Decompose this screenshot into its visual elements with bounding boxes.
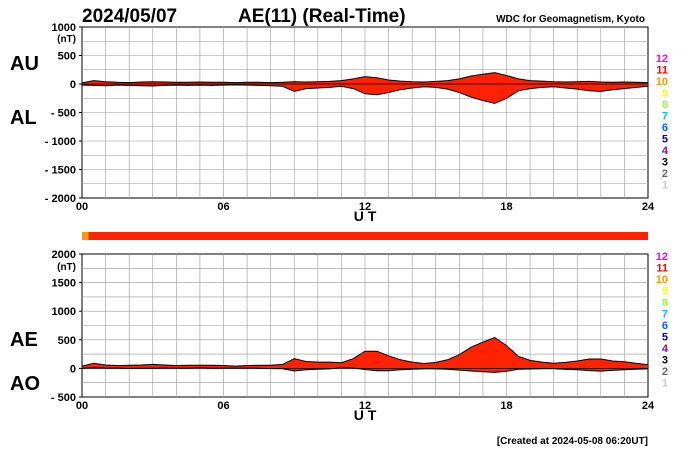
au-al-y-tick-label: 500 — [58, 51, 76, 63]
station-count-label: 3 — [662, 355, 668, 367]
station-count-label: 6 — [662, 320, 668, 332]
au-label: AU — [10, 53, 39, 75]
al-label: AL — [10, 107, 37, 129]
ae-ao-x-tick-label: 06 — [217, 400, 229, 412]
ae-ao-x-tick-label: 24 — [642, 400, 655, 412]
station-count-label: 6 — [662, 122, 668, 134]
ae-ao-y-tick-label: 0 — [70, 363, 76, 375]
au-al-y-tick-label: - 500 — [51, 108, 76, 120]
station-count-label: 2 — [662, 366, 668, 378]
ae-ao-y-tick-label: 1500 — [52, 278, 76, 290]
ae-ao-fill — [82, 337, 648, 373]
station-count-label: 1 — [662, 378, 668, 390]
station-count-label: 4 — [662, 145, 669, 157]
station-count-label: 7 — [662, 309, 668, 321]
ae-ao-y-tick-label: 500 — [58, 335, 76, 347]
au-al-x-label: U T — [354, 208, 377, 224]
ae-label: AE — [10, 329, 38, 351]
ae-ao-x-label: U T — [354, 407, 377, 423]
ae-ao-x-tick-label: 12 — [359, 400, 371, 412]
station-count-label: 8 — [662, 297, 668, 309]
station-count-label: 4 — [662, 343, 669, 355]
au-al-y-tick-label: - 2000 — [45, 193, 76, 205]
station-count-label: 8 — [662, 99, 668, 111]
ae-ao-x-tick-label: 00 — [76, 400, 88, 412]
station-count-label: 2 — [662, 168, 668, 180]
station-count-label: 12 — [656, 53, 668, 65]
ao-label: AO — [10, 373, 40, 395]
au-al-x-tick-label: 18 — [500, 201, 512, 213]
status-bar-segment-main — [88, 232, 649, 240]
series-line-ae — [81, 336, 649, 367]
au-al-area — [81, 72, 649, 104]
status-bar-segment-start — [82, 232, 89, 240]
station-count-label: 5 — [662, 332, 668, 344]
au-al-y-ticks: 1000 500 0 - 500 - 1000 - 1500 - 2000 — [45, 22, 82, 205]
au-al-y-tick-label: - 1500 — [45, 165, 76, 177]
station-count-label: 5 — [662, 134, 668, 146]
ae-ao-x-ticks: 00 06 12 18 24 — [76, 400, 655, 412]
au-al-x-tick-label: 24 — [642, 201, 655, 213]
au-al-x-ticks: 00 06 12 18 24 — [76, 201, 655, 213]
station-count-label: 3 — [662, 157, 668, 169]
ae-ao-y-tick-label: - 500 — [51, 392, 76, 404]
station-count-label: 1 — [662, 180, 668, 192]
created-timestamp: [Created at 2024-05-08 06:20UT] — [497, 436, 648, 447]
au-al-y-tick-label: - 1000 — [45, 136, 76, 148]
station-count-label: 11 — [656, 263, 668, 275]
source-label: WDC for Geomagnetism, Kyoto — [496, 14, 645, 25]
station-count-label: 9 — [662, 88, 668, 100]
ae-ao-y-tick-label: 2000 — [52, 249, 76, 261]
station-count-label: 11 — [656, 65, 668, 77]
au-al-y-tick-label: 1000 — [52, 22, 76, 34]
data-status-bar — [82, 232, 649, 240]
au-al-unit: (nT) — [57, 34, 76, 45]
au-al-x-tick-label: 00 — [76, 201, 88, 213]
station-count-label: 9 — [662, 286, 668, 298]
ae-ao-y-ticks: 2000 1500 1000 500 0 - 500 — [51, 249, 82, 404]
series-line-au — [81, 72, 649, 84]
station-count-label: 10 — [656, 274, 668, 286]
au-al-x-tick-label: 06 — [217, 201, 229, 213]
date-title: 2024/05/07 — [82, 6, 177, 27]
station-count-label: 10 — [656, 76, 668, 88]
ae-ao-y-tick-label: 1000 — [52, 306, 76, 318]
au-al-fill — [82, 72, 648, 104]
au-al-y-tick-label: 0 — [70, 79, 76, 91]
au-al-x-tick-label: 12 — [359, 201, 371, 213]
au-al-grid — [82, 27, 648, 198]
index-title: AE(11) (Real-Time) — [238, 6, 406, 27]
series-line-al — [81, 84, 649, 104]
ae-ao-x-tick-label: 18 — [500, 400, 512, 412]
ae-ao-unit: (nT) — [57, 262, 76, 273]
ae-ao-area — [81, 336, 649, 373]
station-count-label: 12 — [656, 251, 668, 263]
station-count-label: 7 — [662, 111, 668, 123]
